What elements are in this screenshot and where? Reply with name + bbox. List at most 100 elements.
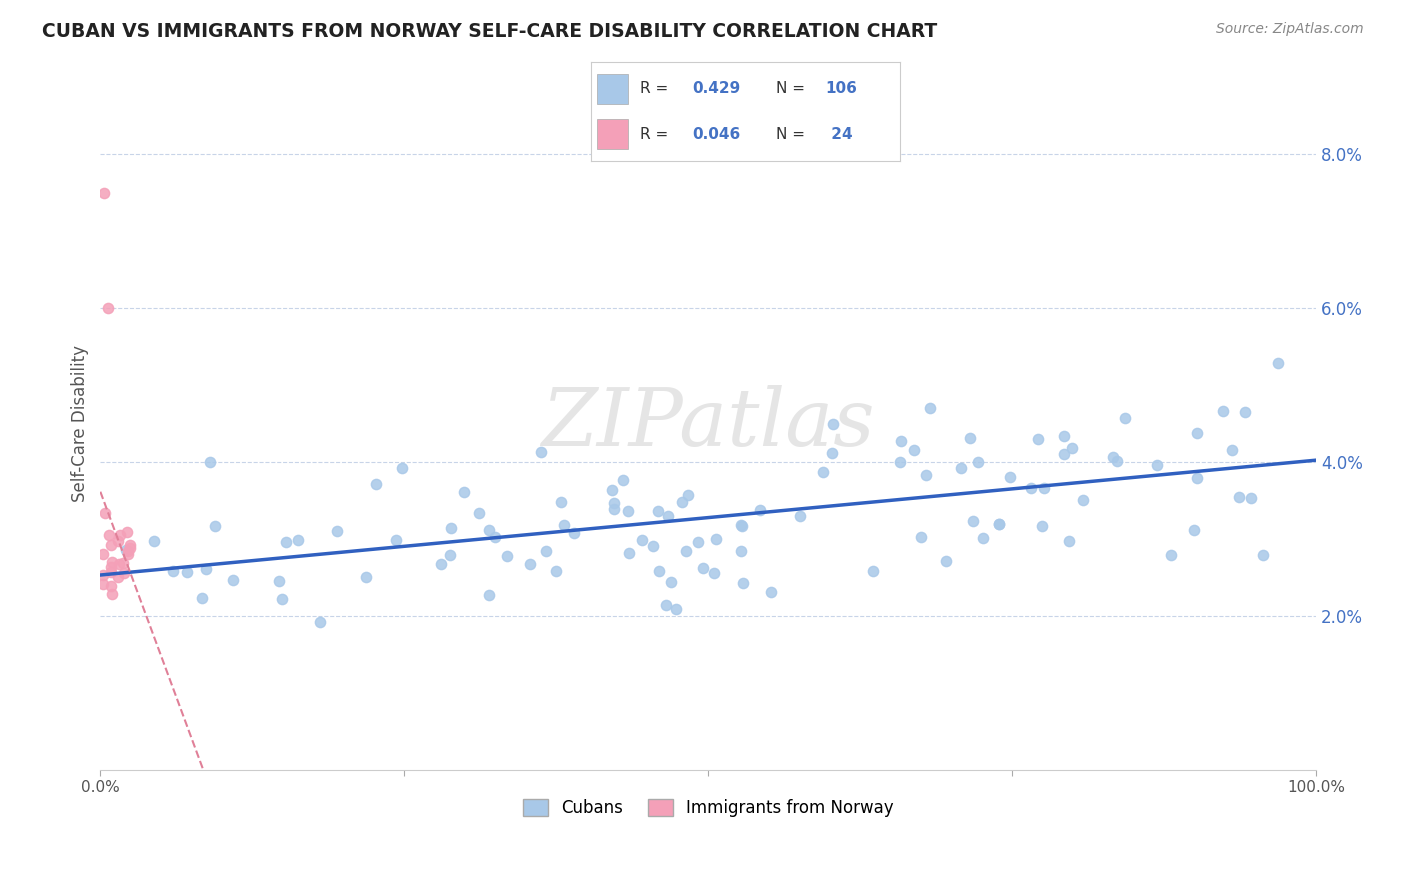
- Text: R =: R =: [640, 127, 673, 142]
- Text: R =: R =: [640, 81, 673, 96]
- Point: [1267, 356, 1289, 370]
- Point: [191, 591, 214, 606]
- Point: [1160, 548, 1182, 562]
- Point: [914, 468, 936, 483]
- Point: [97, 527, 120, 541]
- Point: [562, 526, 585, 541]
- Point: [703, 566, 725, 580]
- Point: [692, 561, 714, 575]
- Point: [176, 566, 198, 580]
- Point: [966, 455, 988, 469]
- Point: [686, 534, 709, 549]
- Text: CUBAN VS IMMIGRANTS FROM NORWAY SELF-CARE DISABILITY CORRELATION CHART: CUBAN VS IMMIGRANTS FROM NORWAY SELF-CAR…: [42, 22, 938, 41]
- Point: [553, 517, 575, 532]
- Point: [647, 504, 669, 518]
- Point: [546, 564, 568, 578]
- Point: [616, 504, 638, 518]
- Point: [195, 562, 218, 576]
- Point: [988, 517, 1011, 532]
- Point: [987, 517, 1010, 532]
- Point: [1053, 447, 1076, 461]
- Point: [748, 503, 770, 517]
- Point: [120, 539, 142, 553]
- Bar: [596, 74, 627, 103]
- Point: [862, 564, 884, 578]
- Point: [1114, 410, 1136, 425]
- Point: [1182, 523, 1205, 537]
- Point: [962, 515, 984, 529]
- Point: [643, 539, 665, 553]
- Point: [468, 506, 491, 520]
- Text: 106: 106: [825, 81, 858, 96]
- Text: ZIPatlas: ZIPatlas: [541, 385, 875, 462]
- Point: [269, 574, 291, 589]
- Point: [94, 507, 117, 521]
- Point: [612, 473, 634, 487]
- Point: [959, 431, 981, 445]
- Point: [1071, 493, 1094, 508]
- Text: N =: N =: [776, 81, 810, 96]
- Point: [530, 445, 553, 459]
- Point: [115, 524, 138, 539]
- Point: [326, 524, 349, 538]
- Point: [821, 417, 844, 432]
- Point: [110, 528, 132, 542]
- Point: [1146, 458, 1168, 473]
- Point: [1053, 428, 1076, 442]
- Point: [107, 533, 129, 548]
- Point: [550, 494, 572, 508]
- Point: [603, 501, 626, 516]
- Point: [101, 555, 124, 569]
- Point: [118, 541, 141, 556]
- Point: [496, 549, 519, 564]
- Point: [354, 570, 377, 584]
- Point: [100, 566, 122, 580]
- Point: [100, 579, 122, 593]
- Point: [935, 554, 957, 568]
- Point: [101, 587, 124, 601]
- Point: [478, 523, 501, 537]
- Point: [731, 518, 754, 533]
- Point: [1057, 533, 1080, 548]
- Point: [1031, 518, 1053, 533]
- Point: [439, 549, 461, 563]
- Point: [274, 534, 297, 549]
- Point: [1240, 491, 1263, 506]
- Point: [890, 434, 912, 448]
- Point: [665, 602, 688, 616]
- Text: N =: N =: [776, 127, 810, 142]
- Text: Source: ZipAtlas.com: Source: ZipAtlas.com: [1216, 22, 1364, 37]
- Point: [1187, 471, 1209, 485]
- Point: [93, 186, 115, 200]
- Point: [204, 519, 226, 533]
- Point: [1033, 481, 1056, 495]
- Point: [1062, 442, 1084, 456]
- Point: [657, 509, 679, 524]
- Point: [115, 542, 138, 557]
- Point: [910, 531, 932, 545]
- Point: [655, 598, 678, 612]
- Point: [117, 547, 139, 561]
- Point: [704, 532, 727, 546]
- Point: [391, 460, 413, 475]
- Point: [100, 560, 122, 574]
- Point: [385, 533, 408, 548]
- Point: [91, 547, 114, 561]
- Point: [972, 531, 994, 545]
- Point: [453, 485, 475, 500]
- Point: [600, 483, 623, 497]
- Point: [222, 573, 245, 587]
- Point: [107, 570, 129, 584]
- Point: [308, 615, 330, 629]
- Point: [100, 538, 122, 552]
- Point: [534, 543, 557, 558]
- Point: [1227, 490, 1250, 504]
- Point: [111, 556, 134, 570]
- Point: [730, 543, 752, 558]
- Point: [731, 576, 754, 591]
- Point: [1234, 405, 1257, 419]
- Point: [91, 577, 114, 591]
- Point: [761, 585, 783, 599]
- Point: [1185, 425, 1208, 440]
- Text: 24: 24: [825, 127, 852, 142]
